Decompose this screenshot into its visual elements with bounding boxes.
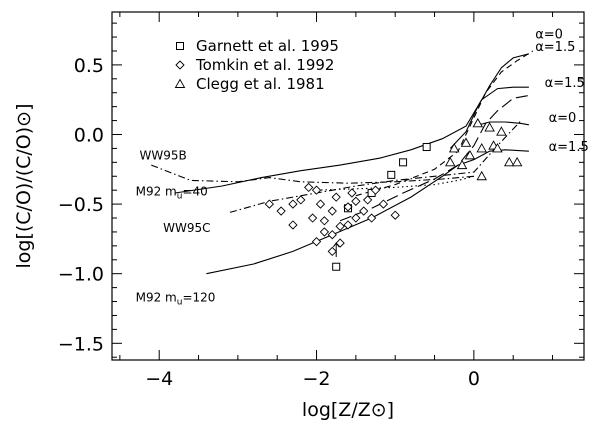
tomkin-point bbox=[319, 227, 330, 237]
tomkin-point bbox=[366, 213, 377, 223]
tomkin-point bbox=[288, 199, 298, 209]
tomkin-point bbox=[304, 182, 314, 193]
tomkin-point bbox=[288, 220, 298, 230]
legend-marker-square bbox=[176, 42, 184, 50]
clegg-point bbox=[503, 156, 515, 167]
clegg-point bbox=[460, 137, 472, 147]
plot-frame bbox=[111, 11, 585, 361]
x-tick-label: 0 bbox=[468, 368, 480, 390]
alpha-label: α=0 bbox=[535, 27, 563, 42]
series-label: WW95C bbox=[163, 221, 210, 235]
series-line-ww95b bbox=[151, 164, 474, 184]
series-label: M92 mu=40 bbox=[136, 185, 208, 202]
legend-label: Garnett et al. 1995 bbox=[196, 37, 339, 55]
y-tick-label: −1.0 bbox=[58, 264, 104, 286]
tomkin-point bbox=[276, 206, 286, 216]
tomkin-point bbox=[296, 195, 306, 205]
series-line-ww95c bbox=[229, 120, 522, 213]
tomkin-point bbox=[335, 238, 345, 248]
legend-marker-triangle bbox=[174, 78, 186, 88]
legend-label: Tomkin et al. 1992 bbox=[195, 56, 334, 74]
y-axis-label: log[(C/O)/(C/O)⊙] bbox=[13, 103, 35, 268]
clegg-point bbox=[456, 159, 468, 170]
legend-item: Garnett et al. 1995 bbox=[176, 37, 339, 55]
tomkin-point bbox=[307, 213, 318, 223]
tomkin-point bbox=[347, 188, 357, 198]
series-line-alpha0_low bbox=[473, 121, 529, 127]
tomkin-point bbox=[319, 216, 330, 226]
garnett-point bbox=[387, 170, 396, 179]
clegg-point bbox=[476, 142, 488, 153]
legend-item: Tomkin et al. 1992 bbox=[175, 56, 334, 74]
plot-border bbox=[111, 11, 585, 361]
clegg-point bbox=[484, 122, 495, 132]
tomkin-point bbox=[327, 246, 337, 257]
y-tick-label: −0.5 bbox=[58, 194, 104, 216]
tomkin-point bbox=[351, 196, 361, 206]
y-tick-label: −1.5 bbox=[58, 333, 104, 355]
series-line-m92_120 bbox=[206, 149, 529, 275]
tomkin-point bbox=[378, 199, 389, 209]
tomkin-point bbox=[343, 202, 353, 212]
tomkin-point bbox=[343, 220, 353, 230]
garnett-point bbox=[332, 262, 341, 271]
tomkin-point bbox=[315, 199, 326, 209]
clegg-point bbox=[496, 126, 507, 136]
clegg-point bbox=[444, 156, 456, 167]
alpha-label: α=1.5 bbox=[549, 140, 589, 155]
tomkin-point bbox=[335, 221, 345, 232]
legend-label: Clegg et al. 1981 bbox=[196, 75, 325, 93]
tomkin-point bbox=[359, 206, 369, 216]
series-label: M92 mu=120 bbox=[136, 291, 216, 308]
series-line-long_dash bbox=[339, 94, 529, 222]
clegg-point bbox=[448, 142, 460, 153]
x-tick-label: −4 bbox=[145, 368, 173, 390]
series-line-m92_40 bbox=[174, 86, 529, 194]
legend-item: Clegg et al. 1981 bbox=[174, 75, 325, 93]
x-axis-label: log[Z/Z⊙] bbox=[302, 399, 394, 421]
axis-ticks: −4 −2 0 −1.5 −1.0 −0.5 0.0 0.5 bbox=[58, 12, 584, 390]
clegg-point bbox=[492, 142, 503, 153]
series-line-dotted bbox=[316, 175, 475, 191]
garnett-point bbox=[422, 143, 431, 152]
garnett-point bbox=[399, 158, 408, 167]
y-tick-label: 0.0 bbox=[74, 124, 104, 146]
series-label: WW95B bbox=[140, 149, 187, 163]
series-layer bbox=[151, 50, 534, 275]
clegg-point bbox=[511, 156, 523, 167]
series-line-short_dash bbox=[355, 50, 534, 197]
series-line-top_solid bbox=[449, 53, 530, 149]
points-layer bbox=[264, 117, 523, 271]
alpha-label: α=1.5 bbox=[535, 40, 575, 55]
tomkin-point bbox=[390, 210, 400, 220]
y-tick-label: 0.5 bbox=[74, 55, 104, 77]
tomkin-point bbox=[351, 213, 361, 223]
upper-limit-arrow bbox=[332, 242, 340, 257]
alpha-label: α=0 bbox=[549, 111, 577, 126]
tomkin-point bbox=[363, 195, 373, 205]
clegg-point bbox=[476, 170, 488, 181]
tomkin-point bbox=[311, 185, 322, 195]
clegg-point bbox=[464, 149, 476, 160]
tomkin-point bbox=[331, 192, 341, 202]
tomkin-point bbox=[264, 199, 274, 209]
x-tick-label: −2 bbox=[303, 368, 331, 390]
clegg-point bbox=[472, 117, 484, 128]
tomkin-point bbox=[327, 230, 337, 240]
alpha-label: α=1.5 bbox=[545, 76, 585, 91]
tomkin-point bbox=[327, 206, 337, 216]
tomkin-point bbox=[311, 237, 322, 247]
legend-marker-diamond bbox=[175, 60, 185, 70]
tomkin-point bbox=[370, 185, 381, 195]
